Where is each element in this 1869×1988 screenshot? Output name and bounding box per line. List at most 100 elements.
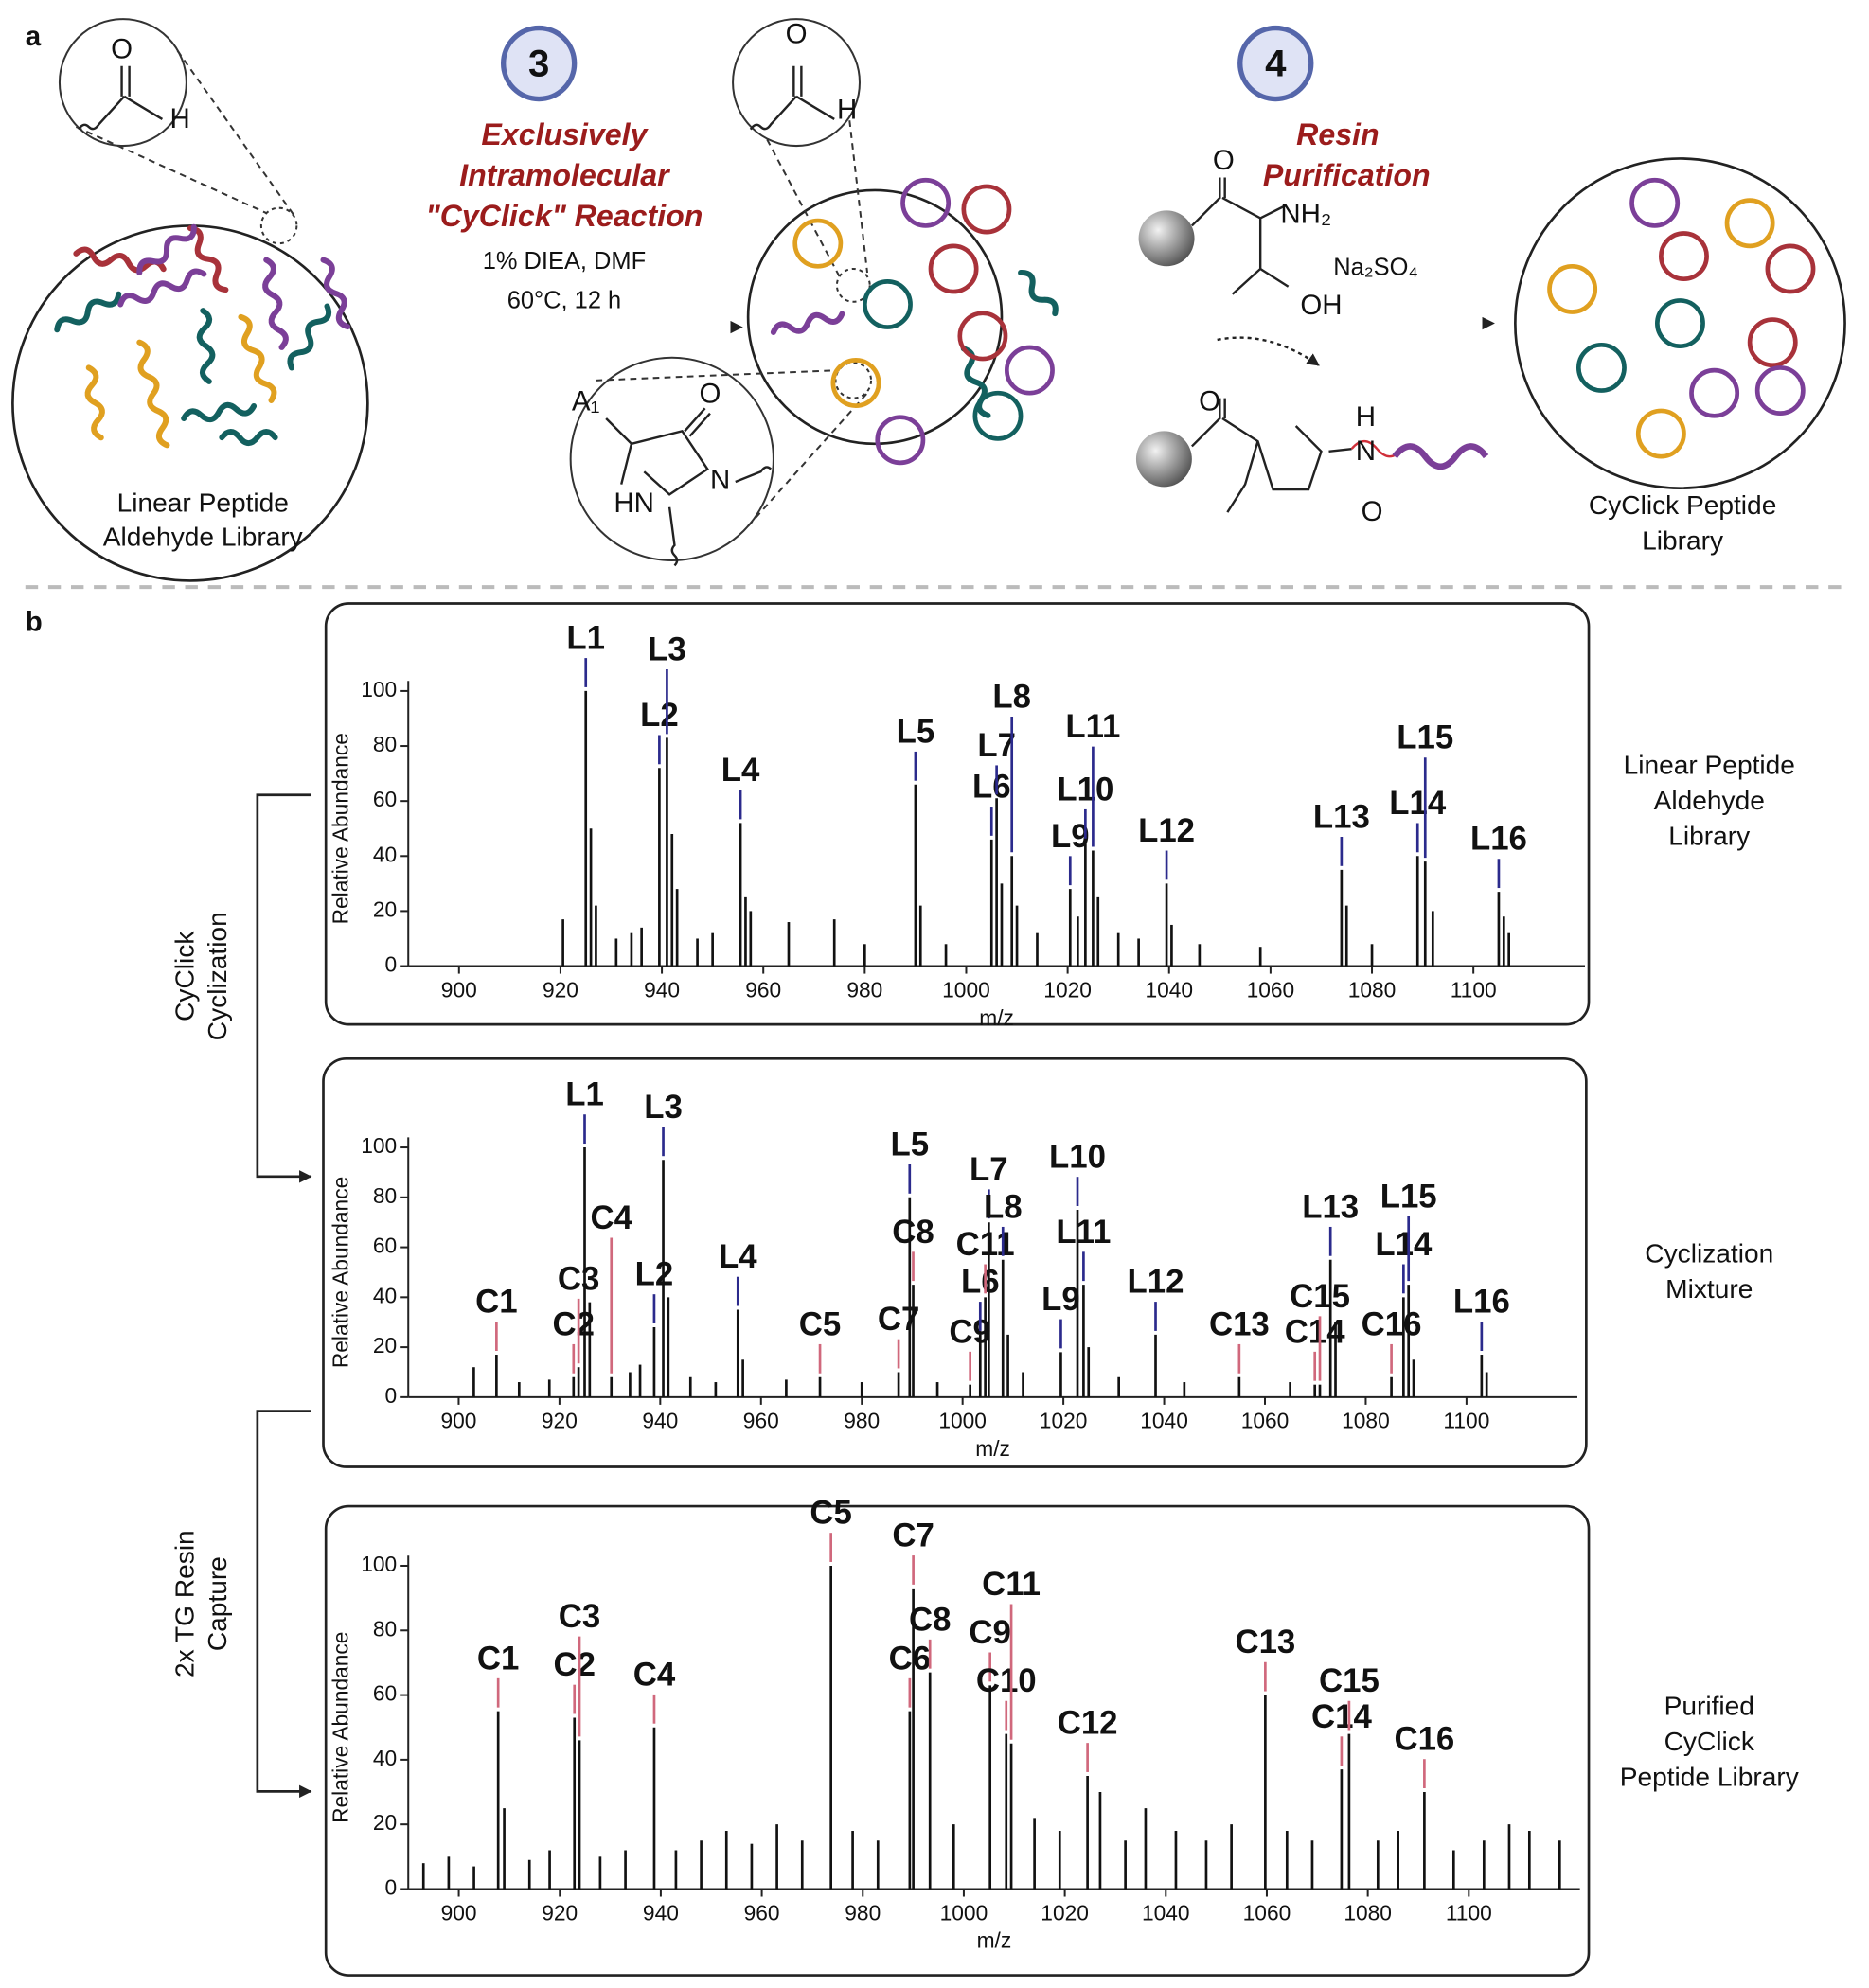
x-tick-label: 980 [846, 977, 882, 1002]
sample-name: Linear Peptide [1624, 751, 1795, 780]
peptide [1018, 269, 1059, 317]
x-tick-label: 1020 [1041, 1900, 1089, 1925]
peak-label: L15 [1397, 719, 1453, 756]
bracket [256, 793, 312, 1799]
x-tick-label: 1060 [1243, 1900, 1291, 1925]
cyclic-peptide [1547, 263, 1598, 314]
y-tick-label: 20 [373, 1333, 397, 1358]
peptide [219, 429, 278, 447]
x-tick-label: 960 [744, 1900, 780, 1925]
atom-label: NH₂ [1280, 199, 1331, 230]
atom-label: H [170, 103, 190, 134]
peak-label: C13 [1209, 1305, 1270, 1342]
x-tick-label: 900 [440, 1409, 476, 1433]
x-tick-label: 980 [844, 1409, 880, 1433]
peak-label: L11 [1065, 708, 1120, 745]
peak-label: C10 [976, 1662, 1037, 1699]
library-circle [1514, 157, 1846, 489]
y-tick-label: 80 [373, 1616, 397, 1641]
cyclic-peptide [972, 390, 1024, 441]
atom-label: O [786, 18, 808, 49]
atom-label: O [699, 379, 721, 410]
panel-label: b [26, 607, 43, 638]
x-tick-label: 1040 [1142, 1900, 1190, 1925]
peak-label: L6 [961, 1264, 1000, 1301]
cyclic-peptide [1635, 408, 1686, 459]
atom-label: N [1356, 435, 1376, 467]
x-axis-label: m/z [979, 1005, 1014, 1030]
x-tick-label: 1080 [1344, 1900, 1392, 1925]
transition-label: 2x TG Resin [169, 1530, 199, 1677]
x-tick-label: 960 [745, 977, 781, 1002]
peptide [187, 225, 229, 293]
y-tick-label: 80 [373, 1183, 397, 1208]
x-axis-label: m/z [977, 1928, 1012, 1953]
peak-label: L4 [719, 1238, 757, 1275]
peak-label: C3 [558, 1260, 599, 1297]
x-tick-label: 900 [441, 1900, 477, 1925]
cyclic-peptide [1747, 317, 1798, 368]
cyclic-peptide [1689, 367, 1740, 418]
library-label: CyClick Peptide [1589, 490, 1776, 520]
panel-frame [324, 1504, 1591, 1977]
peak-label: C11 [982, 1566, 1041, 1603]
peak-label: C5 [799, 1305, 841, 1342]
peak-label: L9 [1051, 818, 1090, 855]
atom-label: O [1362, 496, 1383, 527]
library-circle [746, 188, 1004, 446]
cyclic-peptide [1004, 345, 1055, 396]
cyclic-peptide [1724, 198, 1775, 249]
y-axis-label: Relative Abundance [329, 1632, 353, 1823]
y-tick-label: 100 [361, 1133, 397, 1158]
peak-label: C9 [949, 1313, 990, 1350]
peak-label: C8 [909, 1601, 951, 1638]
peak-label: C14 [1311, 1698, 1372, 1735]
library-label: Aldehyde Library [103, 523, 303, 552]
peptide [54, 291, 122, 333]
x-tick-label: 1100 [1451, 977, 1497, 1002]
y-tick-label: 100 [361, 677, 397, 701]
peak-label: C1 [475, 1284, 517, 1321]
y-tick-label: 60 [373, 1681, 397, 1706]
x-tick-label: 1060 [1241, 1409, 1290, 1433]
panel-frame [324, 602, 1591, 1026]
step-number: 4 [1265, 42, 1287, 84]
x-tick-label: 1060 [1247, 977, 1295, 1002]
peak-label: C4 [633, 1656, 676, 1693]
peak-label: L5 [897, 713, 935, 750]
cyclic-peptide [1765, 243, 1816, 294]
x-tick-label: 1020 [1043, 977, 1092, 1002]
library-label: Library [1642, 526, 1723, 556]
peptide [770, 311, 846, 335]
peak-label: C13 [1235, 1624, 1295, 1660]
y-tick-label: 40 [373, 842, 397, 866]
peak-label: L8 [984, 1188, 1023, 1225]
atom-label: H [837, 95, 857, 126]
x-tick-label: 940 [642, 1409, 678, 1433]
cyclic-peptide [875, 415, 926, 466]
step-badge [500, 25, 578, 102]
peak-label: C15 [1319, 1662, 1380, 1699]
step-title: Purification [1263, 158, 1431, 192]
peak-label: C7 [892, 1518, 934, 1554]
x-tick-label: 1020 [1040, 1409, 1088, 1433]
atom-label: O [1199, 386, 1220, 417]
peak-label: L6 [972, 768, 1011, 805]
atom-label: HN [614, 488, 654, 519]
peak-label: L16 [1470, 821, 1527, 858]
x-tick-label: 940 [643, 1900, 679, 1925]
x-tick-label: 1100 [1446, 1900, 1492, 1925]
peptide [136, 339, 170, 449]
resin-bead [1135, 431, 1192, 488]
x-tick-label: 1040 [1140, 1409, 1188, 1433]
peak-label: C2 [553, 1646, 595, 1683]
peak-label: C16 [1362, 1305, 1422, 1342]
y-tick-label: 0 [385, 952, 398, 977]
peptide [117, 268, 207, 308]
peak-label: C16 [1394, 1721, 1454, 1758]
x-tick-label: 1080 [1342, 1409, 1390, 1433]
peptide [238, 313, 277, 403]
sample-name: Library [1668, 822, 1750, 851]
atom-label: A₁ [572, 386, 600, 417]
peak-label: L15 [1380, 1178, 1437, 1215]
